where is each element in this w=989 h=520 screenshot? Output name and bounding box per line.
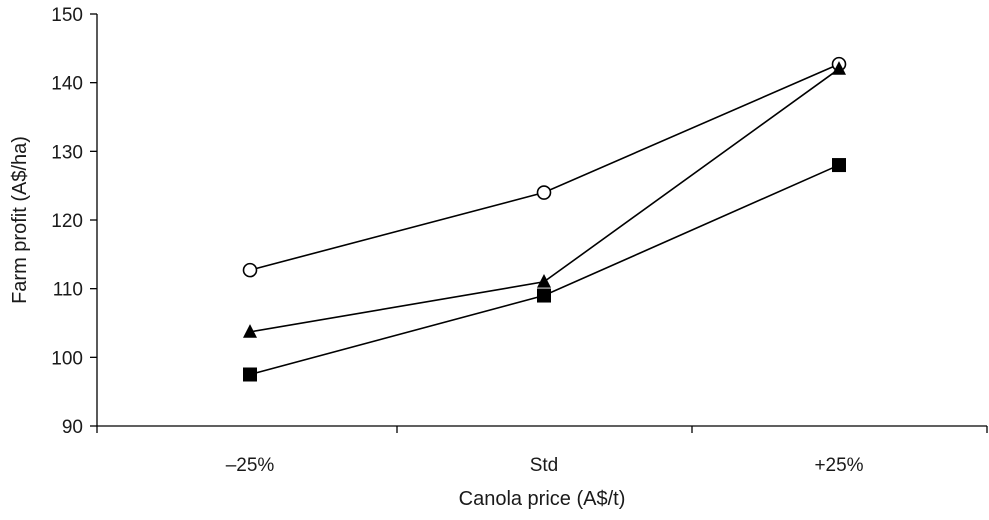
data-point-triangle xyxy=(243,324,257,338)
series-1-markers xyxy=(242,56,847,278)
y-tick-label: 120 xyxy=(51,211,83,232)
y-tick-label: 150 xyxy=(51,5,83,26)
x-tick-label: +25% xyxy=(814,455,863,476)
y-tick-label: 90 xyxy=(62,417,83,438)
series-2-markers xyxy=(243,61,846,338)
data-point-square xyxy=(832,158,846,173)
x-axis-title: Canola price (A$/t) xyxy=(459,488,626,510)
series-line xyxy=(249,63,840,271)
data-point-circle xyxy=(242,262,258,278)
data-point-triangle xyxy=(832,61,846,75)
series-1 xyxy=(249,63,840,271)
x-tick-label: Std xyxy=(530,455,559,476)
series-3-markers xyxy=(243,158,846,382)
y-ticks: 90 100 110 120 130 140 150 xyxy=(51,5,97,438)
x-ticks: –25% Std +25% xyxy=(96,426,988,476)
data-point-square xyxy=(243,367,257,382)
series-layer xyxy=(242,56,847,382)
axes xyxy=(96,14,987,427)
y-tick-label: 110 xyxy=(53,280,83,301)
data-point-square xyxy=(537,288,551,303)
y-axis-title: Farm profit (A$/ha) xyxy=(9,136,31,304)
data-point-circle xyxy=(536,185,552,200)
x-tick-label: –25% xyxy=(226,455,275,476)
y-tick-label: 100 xyxy=(51,348,83,369)
y-tick-label: 130 xyxy=(51,142,83,163)
y-tick-label: 140 xyxy=(51,74,83,95)
data-point-triangle xyxy=(537,274,551,288)
